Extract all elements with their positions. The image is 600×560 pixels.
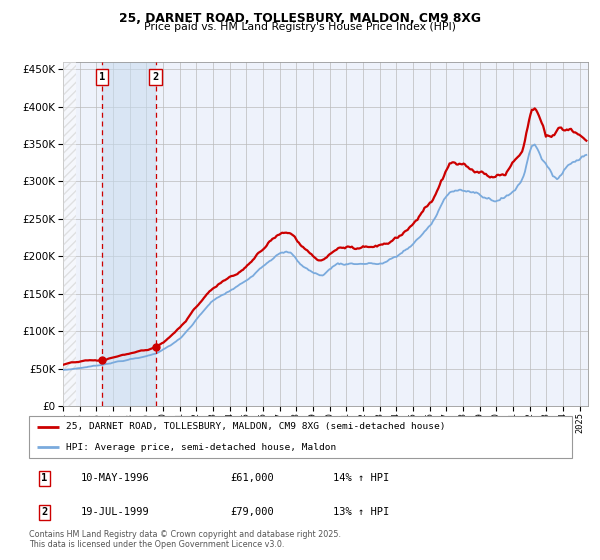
Text: 1: 1 <box>99 72 106 82</box>
Text: 14% ↑ HPI: 14% ↑ HPI <box>333 473 389 483</box>
Text: 25, DARNET ROAD, TOLLESBURY, MALDON, CM9 8XG (semi-detached house): 25, DARNET ROAD, TOLLESBURY, MALDON, CM9… <box>66 422 445 431</box>
FancyBboxPatch shape <box>29 416 572 458</box>
Bar <box>63 62 76 406</box>
Text: 10-MAY-1996: 10-MAY-1996 <box>80 473 149 483</box>
Text: 19-JUL-1999: 19-JUL-1999 <box>80 507 149 517</box>
Text: £61,000: £61,000 <box>230 473 274 483</box>
Text: HPI: Average price, semi-detached house, Maldon: HPI: Average price, semi-detached house,… <box>66 443 336 452</box>
Bar <box>103 62 155 406</box>
Text: 2: 2 <box>152 72 158 82</box>
Text: 2: 2 <box>41 507 47 517</box>
Text: 13% ↑ HPI: 13% ↑ HPI <box>333 507 389 517</box>
Text: 25, DARNET ROAD, TOLLESBURY, MALDON, CM9 8XG: 25, DARNET ROAD, TOLLESBURY, MALDON, CM9… <box>119 12 481 25</box>
Text: 1: 1 <box>41 473 47 483</box>
Bar <box>63 62 76 406</box>
Text: £79,000: £79,000 <box>230 507 274 517</box>
Text: Contains HM Land Registry data © Crown copyright and database right 2025.
This d: Contains HM Land Registry data © Crown c… <box>29 530 341 549</box>
Text: Price paid vs. HM Land Registry's House Price Index (HPI): Price paid vs. HM Land Registry's House … <box>144 22 456 32</box>
Bar <box>63 62 76 406</box>
